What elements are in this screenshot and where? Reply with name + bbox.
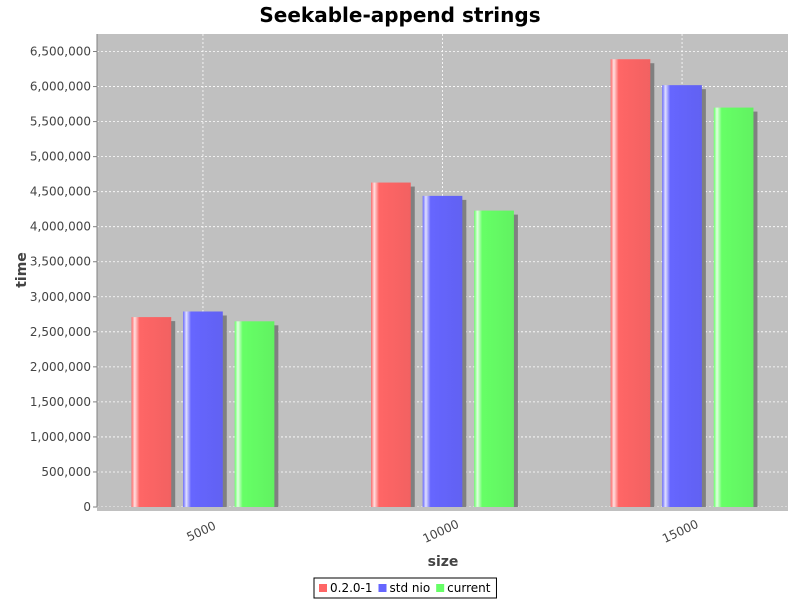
legend-swatch (378, 584, 387, 592)
bar-0-2-0-1-10000 (371, 182, 411, 507)
bar-current-5000 (234, 321, 275, 507)
y-tick-label: 5,500,000 (30, 115, 91, 129)
legend-swatch (319, 584, 327, 592)
y-tick-label: 4,500,000 (30, 185, 91, 199)
legend-border (313, 577, 497, 599)
y-tick-label: 1,000,000 (30, 430, 91, 444)
y-tick-label: 3,000,000 (30, 290, 91, 304)
y-tick-label: 6,000,000 (30, 80, 91, 94)
bar-current-10000 (474, 210, 514, 507)
y-tick-label: 4,000,000 (30, 220, 91, 234)
y-tick-label: 1,500,000 (30, 395, 91, 409)
x-tick-label: 5000 (184, 519, 218, 545)
y-axis-title: time (14, 252, 30, 288)
y-tick-label: 500,000 (41, 465, 91, 479)
bar-std-nio-15000 (662, 85, 702, 507)
legend-label: std nio (390, 581, 431, 595)
bar-std-nio-5000 (183, 311, 223, 507)
chart-title: Seekable-append strings (259, 3, 540, 27)
legend-swatch (436, 584, 445, 592)
y-tick-label: 2,500,000 (30, 325, 91, 339)
bar-current-15000 (713, 107, 754, 508)
y-tick-label: 2,000,000 (30, 360, 91, 374)
y-tick-label: 6,500,000 (30, 45, 91, 59)
x-axis-title: size (428, 554, 459, 570)
legend-label: 0.2.0-1 (330, 581, 373, 595)
y-tick-label: 3,500,000 (30, 255, 91, 269)
plot-area: 0 500,000 1,000,000 1,500,000 2,000,000 2,500… (30, 34, 788, 546)
legend: 0.2.0-1 std nio current (313, 577, 497, 599)
legend-label: current (447, 581, 491, 595)
y-tick-label: 0 (83, 500, 91, 514)
bar-std-nio-10000 (422, 195, 463, 508)
bar-0-2-0-1-15000 (610, 59, 651, 508)
y-tick-label: 5,000,000 (30, 150, 91, 164)
bar-0-2-0-1-5000 (131, 317, 172, 507)
x-tick-label: 15000 (660, 517, 701, 546)
x-tick-label: 10000 (421, 517, 462, 546)
